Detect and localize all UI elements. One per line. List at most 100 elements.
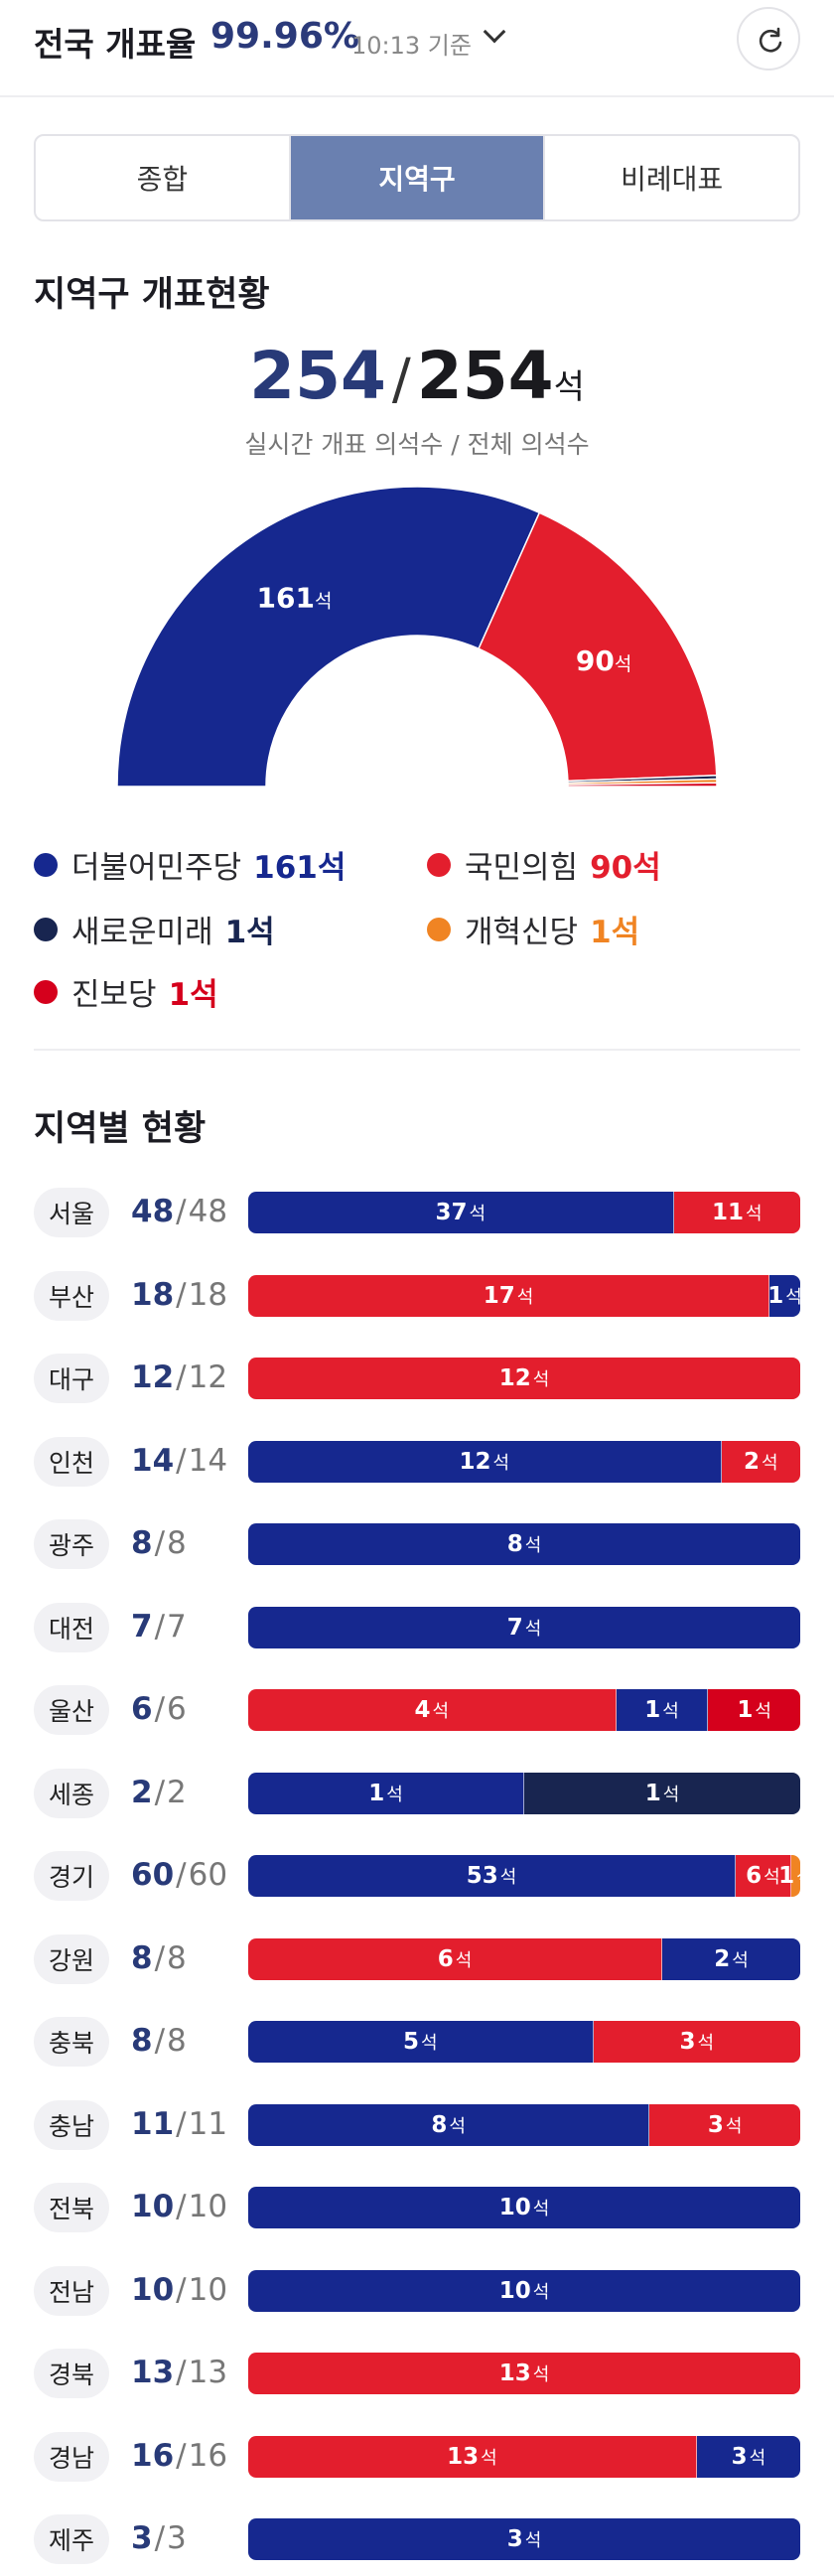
legend-seats: 1석: [590, 915, 640, 950]
segment-seat-unit: 석: [455, 1949, 473, 1971]
region-seat-bar: 13 석: [248, 2353, 800, 2394]
region-total: 3: [167, 2520, 187, 2556]
legend-party-name: 개혁신당: [465, 915, 579, 950]
region-count-separator: /: [154, 2023, 166, 2059]
section-divider: [34, 1049, 800, 1051]
region-count: 6/6: [131, 1691, 187, 1727]
segment-seat-unit: 석: [432, 1701, 450, 1722]
segment-seat-unit: 석: [785, 1286, 800, 1308]
total-seats: 254: [416, 338, 554, 414]
bar-segment-ppp: 11 석: [673, 1192, 800, 1233]
segment-seat-unit: 석: [732, 1949, 749, 1971]
national-count-title: 전국 개표율: [34, 25, 197, 64]
segment-seat-unit: 석: [755, 1701, 771, 1722]
region-seat-bar: 13 석 3 석: [248, 2435, 800, 2478]
segment-seat-unit: 석: [469, 1204, 486, 1224]
region-row: 경북 13/13 13 석: [34, 2349, 800, 2398]
bar-segment-minjoo: 10 석: [248, 2187, 800, 2228]
region-count: 16/16: [131, 2438, 227, 2474]
region-name: 강원: [34, 1933, 109, 1984]
bar-segment-ppp: 13 석: [248, 2435, 697, 2478]
segment-seat-unit: 석: [386, 1784, 403, 1805]
segment-seat-unit: 석: [524, 1618, 542, 1640]
bar-segment-minjoo: 53 석: [248, 1855, 737, 1897]
legend-seats: 1석: [168, 977, 218, 1013]
region-total: 2: [167, 1774, 187, 1810]
section-title-regions: 지역별 현황: [34, 1109, 207, 1149]
region-count: 48/48: [131, 1194, 227, 1229]
region-row: 세종 2/2 1 석 1 석: [34, 1768, 800, 1818]
region-row: 부산 18/18 17 석 1 석: [34, 1270, 800, 1321]
region-done: 3: [131, 2520, 153, 2556]
region-total: 18: [188, 1276, 228, 1313]
legend-item-jinbo: 진보당 1석: [34, 969, 218, 1014]
segment-seat-unit: 석: [662, 1784, 680, 1805]
legend-item-ppp: 국민의힘 90석: [427, 842, 661, 887]
bar-segment-minjoo: 12 석: [248, 1440, 722, 1483]
seat-unit: 석: [553, 367, 585, 407]
region-count-separator: /: [176, 2271, 187, 2308]
bar-segment-ppp: 12 석: [248, 1358, 800, 1399]
tab-district[interactable]: 지역구: [288, 136, 544, 219]
region-name: 부산: [34, 1270, 109, 1321]
segment-seat-unit: 석: [524, 1535, 542, 1556]
segment-seat-unit: 석: [796, 1863, 800, 1889]
seat-count: 254/254석: [0, 338, 834, 414]
region-name: 경남: [34, 2431, 109, 2482]
segment-seat-count: 2: [714, 1945, 731, 1972]
region-name: 경기: [34, 1851, 109, 1901]
region-row: 제주 3/3 3 석: [34, 2514, 800, 2564]
region-total: 13: [188, 2355, 228, 2390]
tab-overall[interactable]: 종합: [136, 163, 189, 196]
refresh-icon: [759, 27, 782, 53]
segment-seat-unit: 석: [662, 1701, 679, 1722]
segment-seat-unit: 석: [532, 2281, 550, 2303]
region-done: 60: [131, 1857, 175, 1893]
region-done: 8: [131, 1525, 153, 1561]
segment-seat-unit: 석: [532, 1369, 550, 1390]
legend-item-minjoo: 더불어민주당 161석: [34, 842, 346, 887]
region-name: 광주: [34, 1519, 109, 1569]
segment-seat-unit: 석: [532, 2364, 550, 2385]
region-total: 48: [188, 1194, 228, 1229]
region-count: 60/60: [131, 1857, 227, 1893]
region-count: 7/7: [131, 1609, 187, 1645]
segment-seat-count: 1: [368, 1780, 385, 1806]
legend-seats: 161석: [253, 850, 347, 886]
chevron-down-icon[interactable]: [483, 20, 506, 44]
legend-dot: [34, 917, 58, 941]
segment-seat-count: 5: [402, 2029, 419, 2055]
refresh-button[interactable]: [737, 7, 800, 71]
segment-seat-count: 1: [767, 1282, 784, 1309]
region-name: 충남: [34, 2099, 109, 2150]
live-seats: 254: [249, 338, 386, 414]
region-count-separator: /: [176, 2189, 187, 2224]
region-name: 제주: [34, 2514, 109, 2564]
region-total: 7: [167, 1608, 187, 1645]
region-total: 10: [188, 2271, 228, 2308]
legend-item-saerowoon: 새로운미래 1석: [34, 907, 275, 951]
donut-slice-ppp: [478, 511, 718, 783]
legend-dot: [34, 979, 58, 1004]
region-done: 10: [131, 2271, 175, 2308]
legend-party-name: 국민의힘: [465, 850, 579, 886]
update-time[interactable]: 10:13 기준: [351, 32, 472, 60]
region-count-separator: /: [154, 1774, 166, 1810]
legend-party-name: 새로운미래: [71, 915, 213, 950]
segment-seat-count: 11: [711, 1200, 744, 1225]
legend-dot: [34, 852, 58, 877]
region-row: 광주 8/8 8 석: [34, 1519, 800, 1569]
tab-proportional[interactable]: 비례대표: [543, 136, 798, 219]
